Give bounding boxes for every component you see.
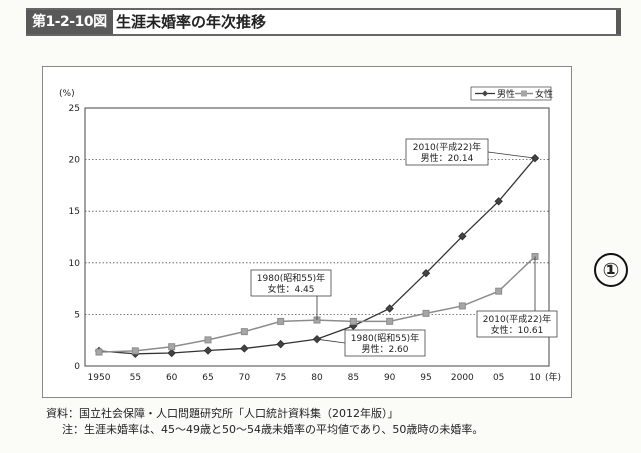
annotation-text: 女性：10.61 [491, 324, 544, 336]
female-data-point [277, 317, 285, 325]
annotation-text: 2010(平成22)年 [483, 313, 551, 325]
figure-header: 第1-2-10図 生涯未婚率の年次推移 [26, 8, 621, 36]
y-tick-label: 10 [69, 259, 81, 269]
x-tick-label: 1950 [88, 373, 111, 383]
y-tick-label: 15 [69, 207, 80, 217]
x-tick-label: 60 [166, 373, 178, 383]
male-data-point [421, 269, 431, 278]
header-end-bar [616, 10, 621, 34]
legend-female-label: 女性 [535, 88, 553, 100]
y-tick-label: 20 [69, 156, 81, 166]
male-data-point [167, 348, 176, 358]
annotation-callout: 2010(平成22)年男性：20.14 [405, 138, 536, 166]
source-note: 資料：国立社会保障・人口問題研究所「人口統計資料集（2012年版）」 [46, 407, 399, 420]
legend-male-label: 男性 [497, 88, 515, 100]
annotation-callout: 2010(平成22)年女性：10.61 [476, 256, 558, 338]
female-data-point [95, 348, 103, 356]
annotation-callout: 1980(昭和55)年女性：4.45 [250, 269, 332, 321]
y-axis-unit: (%) [59, 89, 75, 99]
female-data-point [168, 343, 176, 351]
female-data-point [204, 336, 212, 344]
annotation-box [476, 310, 558, 338]
female-data-point [458, 302, 466, 310]
annotation-pointer [487, 151, 536, 159]
male-data-point [494, 197, 503, 206]
male-data-point [458, 232, 467, 241]
x-tick-label: 85 [348, 373, 359, 383]
x-tick-label: 80 [311, 373, 323, 383]
annotation-box [405, 138, 489, 166]
legend: 男性 女性 [470, 86, 553, 101]
x-tick-label: 05 [493, 373, 504, 383]
x-axis-unit: (年) [545, 371, 561, 383]
male-data-point [276, 339, 285, 349]
x-tick-label: 70 [239, 373, 251, 383]
y-tick-label: 0 [74, 362, 80, 372]
legend-female-marker [521, 90, 527, 97]
annotation-text: 2010(平成22)年 [413, 141, 481, 153]
female-data-point [495, 287, 503, 295]
x-tick-label: 95 [420, 373, 431, 383]
annotation-box [344, 329, 426, 357]
x-tick-label: 65 [202, 373, 213, 383]
female-data-point [240, 328, 248, 336]
annotation-box [250, 269, 332, 297]
annotation-text: 男性：2.60 [361, 343, 408, 355]
annotation-text: 女性：4.45 [267, 283, 314, 295]
annotation-pointer [316, 338, 346, 344]
male-data-point [385, 304, 394, 313]
series-line-male [98, 157, 536, 355]
annotation-text: 1980(昭和55)年 [257, 272, 325, 284]
x-tick-label: 55 [130, 373, 141, 383]
female-data-point [349, 317, 357, 325]
annotation-text: 男性：20.14 [421, 152, 474, 164]
female-data-point [386, 317, 394, 325]
legend-male-marker [482, 90, 488, 97]
annotation-text: 1980(昭和55)年 [351, 332, 419, 344]
legend-box [470, 86, 552, 101]
y-tick-label: 5 [74, 310, 80, 320]
male-data-point [203, 346, 213, 355]
x-tick-label: 10 [529, 373, 541, 383]
plot-area [84, 107, 550, 367]
x-tick-label: 2000 [451, 373, 474, 383]
circled-number-one: ① [594, 253, 628, 287]
footnote: 注：生涯未婚率は、45～49歳と50～54歳未婚率の平均値であり、50歳時の未婚… [62, 423, 484, 436]
figure-title: 生涯未婚率の年次推移 [116, 13, 267, 31]
male-data-point [240, 344, 249, 353]
annotation-callout: 1980(昭和55)年男性：2.60 [316, 329, 426, 357]
chart-frame: 0 5 10 15 20 25 (%) 1950 55 60 65 70 75 80 85 90 95 2000 0… [42, 66, 572, 398]
x-tick-label: 75 [275, 373, 286, 383]
female-data-point [131, 347, 139, 355]
figure-label: 第1-2-10図 [26, 10, 113, 34]
y-tick-label: 25 [69, 104, 80, 114]
x-tick-label: 90 [384, 373, 396, 383]
female-data-point [422, 309, 430, 317]
